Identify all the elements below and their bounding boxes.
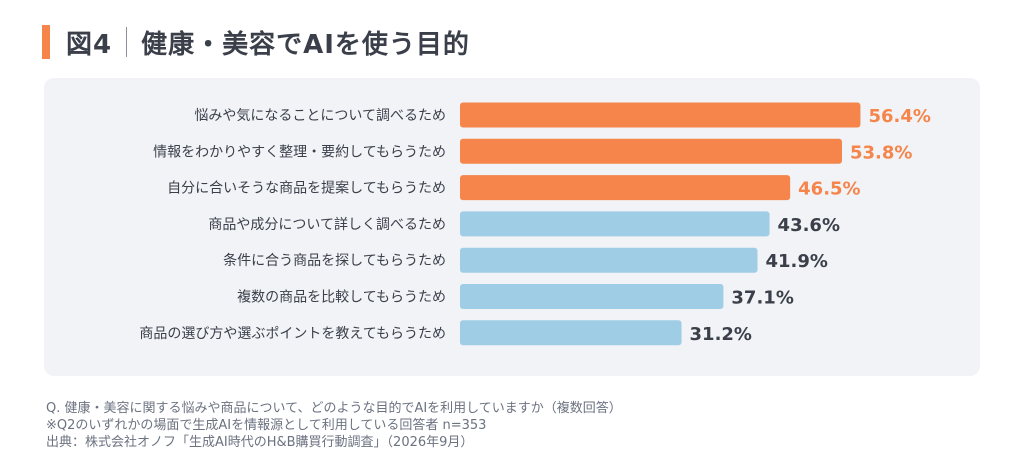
value-label: 43.6%: [778, 215, 840, 236]
category-label: 情報をわかりやすく整理・要約してもらうため: [153, 144, 446, 160]
footnotes: Q. 健康・美容に関する悩みや商品について、どのような目的でAIを利用しています…: [46, 400, 622, 451]
figure-number: 図4: [66, 29, 113, 60]
title-separator: [126, 27, 128, 57]
value-label: 53.8%: [850, 142, 912, 163]
value-label: 31.2%: [690, 324, 752, 345]
respondent-scope-note: ※Q2のいずれかの場面で生成AIを情報源として利用している回答者 n=353: [46, 418, 487, 433]
value-label: 46.5%: [798, 179, 860, 200]
category-label: 複数の商品を比較してもらうため: [237, 289, 446, 306]
bar: [460, 320, 682, 346]
value-label: 37.1%: [731, 288, 793, 309]
survey-question-note: Q. 健康・美容に関する悩みや商品について、どのような目的でAIを利用しています…: [46, 401, 622, 416]
bar: [460, 247, 758, 273]
category-label: 商品や成分について詳しく調べるため: [208, 217, 446, 233]
bar: [460, 175, 791, 201]
bar: [460, 211, 770, 237]
bar-chart: 悩みや気になることについて調べるため 56.4% 情報をわかりやすく整理・要約しても…: [139, 102, 931, 346]
category-label: 悩みや気になることについて調べるため: [194, 108, 446, 124]
title-accent-bar: [42, 25, 50, 59]
value-label: 56.4%: [868, 106, 930, 127]
category-label: 商品の選び方や選ぶポイントを教えてもらうため: [139, 326, 446, 342]
bar: [460, 102, 861, 128]
bar: [460, 284, 724, 309]
chart-panel: 悩みや気になることについて調べるため 56.4% 情報をわかりやすく整理・要約しても…: [44, 78, 980, 376]
figure-title: 図4 健康・美容でAIを使う目的: [42, 22, 470, 62]
bar: [460, 138, 842, 164]
category-label: 条件に合う商品を探してもらうため: [223, 252, 446, 269]
value-label: 41.9%: [765, 251, 827, 272]
chart-title: 健康・美容でAIを使う目的: [141, 29, 470, 60]
category-label: 自分に合いそうな商品を提案してもらうため: [167, 180, 446, 197]
source-note: 出典：株式会社オノフ「生成AI時代のH&B購買行動調査」（2026年9月）: [46, 435, 474, 450]
